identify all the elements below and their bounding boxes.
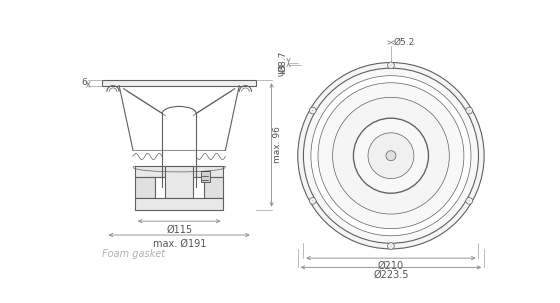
Circle shape [353,118,428,193]
Circle shape [298,62,484,249]
Text: Ø115: Ø115 [166,225,192,235]
Bar [102,80,256,86]
Circle shape [312,110,313,111]
Circle shape [390,245,391,247]
Text: max. Ø191: max. Ø191 [152,239,206,249]
Circle shape [390,65,391,66]
Bar [200,171,210,182]
Circle shape [388,243,394,249]
Circle shape [309,198,316,204]
Circle shape [469,200,470,201]
Bar [165,166,193,198]
Circle shape [318,83,464,229]
Circle shape [388,62,394,69]
Circle shape [386,151,396,161]
Circle shape [333,97,449,214]
Bar [136,177,155,198]
Text: Ø210: Ø210 [378,261,404,271]
Text: 6: 6 [81,78,87,88]
Circle shape [304,68,478,243]
Bar [204,177,223,198]
Bar [136,198,223,210]
Circle shape [309,107,316,114]
Circle shape [469,110,470,111]
Circle shape [312,200,313,201]
Bar [136,166,223,177]
Circle shape [466,198,473,204]
Text: Ø5.2: Ø5.2 [394,38,415,47]
Circle shape [311,76,471,236]
Text: Foam gasket: Foam gasket [102,249,165,259]
Text: Ø223.5: Ø223.5 [373,270,409,280]
Text: max. 96: max. 96 [273,126,282,163]
Text: Ø8.7: Ø8.7 [279,50,288,72]
Circle shape [466,107,473,114]
Text: Ψ3: Ψ3 [279,64,288,76]
Circle shape [368,133,414,179]
